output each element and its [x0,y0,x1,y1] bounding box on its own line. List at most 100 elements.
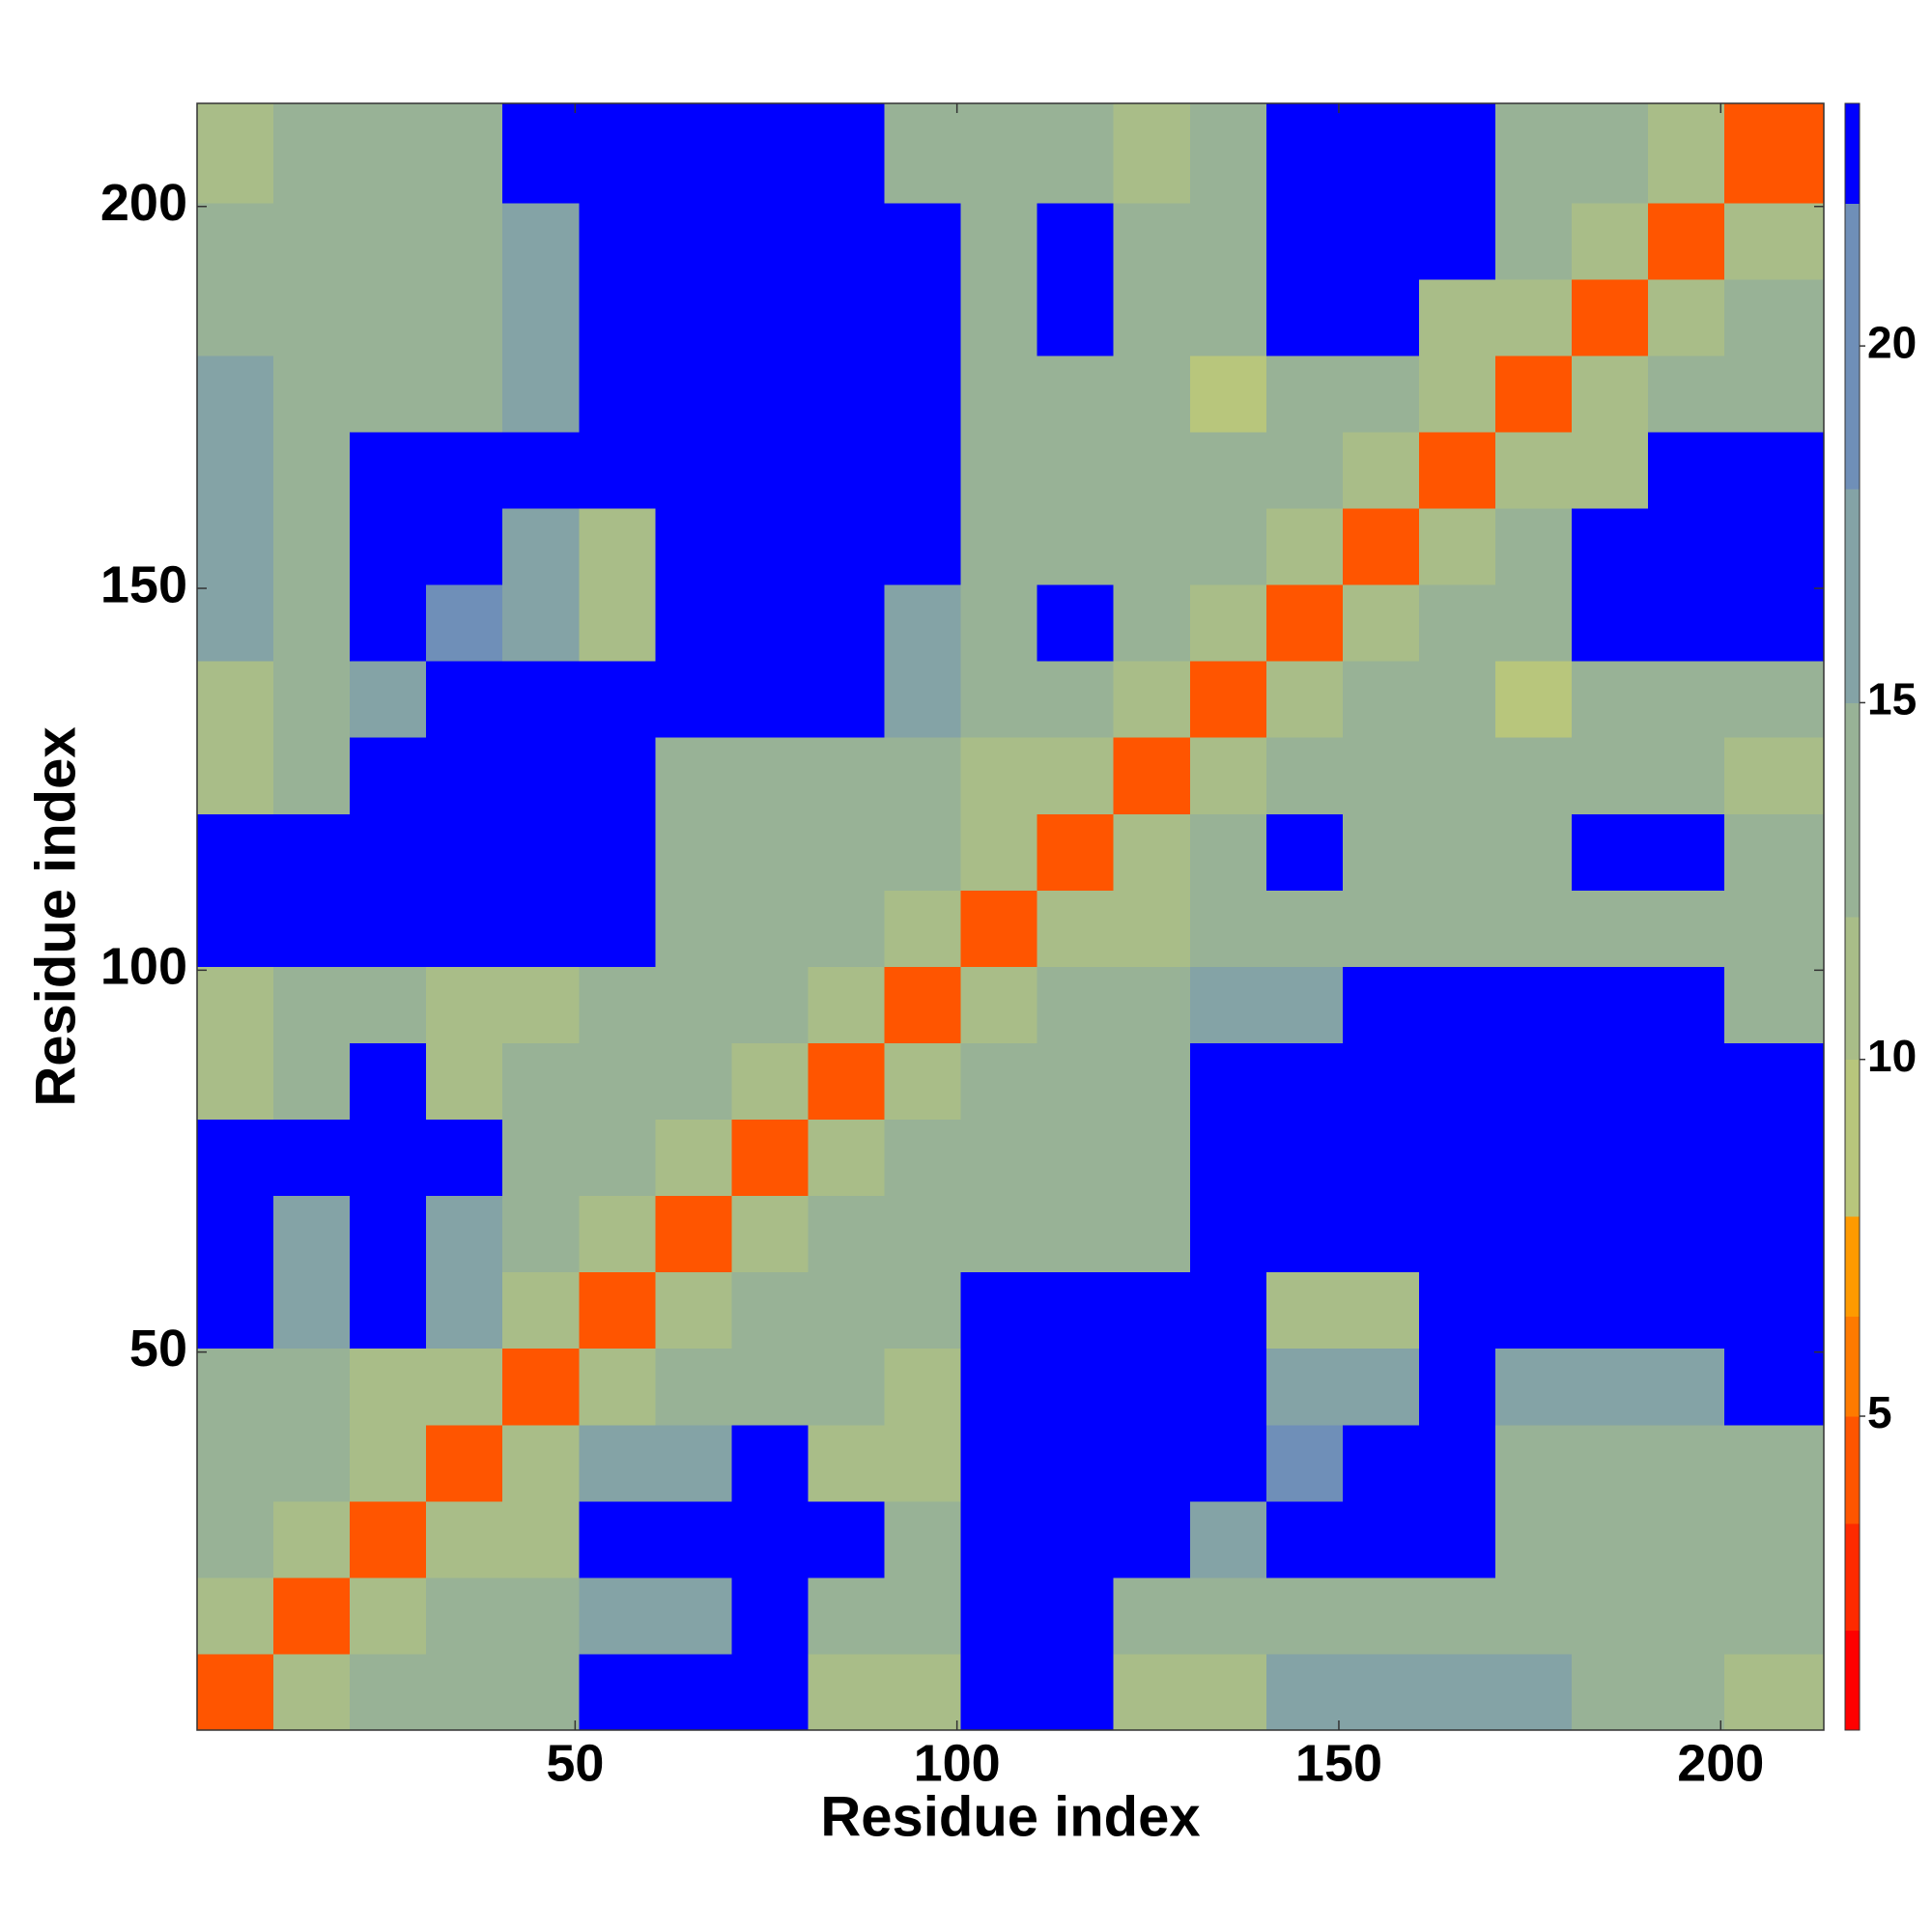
heatmap-cell [1418,1424,1496,1502]
heatmap-cell [426,1500,503,1578]
colorbar-level [1845,488,1860,703]
heatmap-cell [884,737,962,814]
heatmap-cell [197,813,274,891]
heatmap-cell [1113,355,1191,433]
heatmap-cell [1648,584,1725,662]
heatmap-cell [502,661,580,738]
heatmap-cell [1342,1653,1420,1731]
heatmap-cell [1724,278,1825,356]
heatmap-cell [1495,1500,1573,1578]
heatmap-cell [1648,1500,1725,1578]
heatmap-cell [655,1424,732,1502]
heatmap-cell [731,737,809,814]
heatmap-cell [273,1119,351,1197]
heatmap-cell [1037,431,1115,509]
heatmap-cell [197,278,274,356]
heatmap-cell [1648,431,1725,509]
heatmap-cell [1189,890,1267,967]
heatmap-cell [579,1195,656,1273]
heatmap-cell [273,661,351,738]
heatmap-cell [1572,813,1649,891]
heatmap-cell [655,584,732,662]
heatmap-cell [1265,1577,1344,1655]
heatmap-cell [1037,278,1115,356]
heatmap-cell [960,1348,1038,1426]
heatmap-cell [1724,508,1825,585]
heatmap-cell [426,661,503,738]
heatmap-cell [1037,1348,1115,1426]
heatmap-cell [197,1348,274,1426]
heatmap-cell [1724,890,1825,967]
heatmap-cell [731,355,809,433]
heatmap-cell [197,1195,274,1273]
colorbar-level [1845,1316,1860,1417]
heatmap-cell [1495,1653,1573,1731]
heatmap-cell [808,1195,886,1273]
heatmap-cell [1648,1653,1725,1731]
heatmap-cell [1648,813,1725,891]
heatmap-cell [884,278,962,356]
heatmap-cell [350,103,427,204]
heatmap-cell [579,966,656,1043]
heatmap-cell [1189,813,1267,891]
heatmap-cell [197,966,274,1043]
heatmap-cell [960,1042,1038,1121]
heatmap-cell [1189,661,1267,738]
heatmap-cell [655,1119,732,1197]
heatmap-cell [1495,737,1573,814]
heatmap-cell [1572,661,1649,738]
heatmap-cell [1648,1271,1725,1350]
heatmap-cell [731,103,809,204]
heatmap-cell [731,1119,809,1197]
heatmap-cell [960,1424,1038,1502]
heatmap-cell [655,966,732,1043]
heatmap-cell [1037,1500,1115,1578]
heatmap-cell [731,1653,809,1731]
heatmap-cell [1342,813,1420,891]
heatmap-cell [731,661,809,738]
heatmap-cell [1724,1500,1825,1578]
heatmap-cell [502,1119,580,1197]
heatmap-cell [1418,584,1496,662]
heatmap-cell [197,1271,274,1350]
heatmap-cell [1113,890,1191,967]
heatmap-cell [350,508,427,585]
heatmap-cell [273,966,351,1043]
heatmap-cell [1418,431,1496,509]
heatmap-cell [426,1195,503,1273]
heatmap-cell [808,202,886,280]
heatmap-cell [579,661,656,738]
heatmap-cell [579,431,656,509]
heatmap-cell [808,890,886,967]
heatmap-cell [884,508,962,585]
heatmap-cell [731,1195,809,1273]
heatmap-cell [1113,966,1191,1043]
heatmap-cell [960,1271,1038,1350]
heatmap-cell [350,813,427,891]
heatmap-cell [808,1348,886,1426]
heatmap-cell [1037,813,1115,891]
heatmap-cell [1037,103,1115,204]
heatmap-cell [808,1119,886,1197]
heatmap-cell [884,1348,962,1426]
heatmap-cell [579,202,656,280]
heatmap-cell [960,278,1038,356]
heatmap-cell [731,1271,809,1350]
heatmap-cell [1648,890,1725,967]
heatmap-cell [1037,661,1115,738]
heatmap-cell [960,103,1038,204]
heatmap-cell [1342,584,1420,662]
heatmap-cell [426,508,503,585]
heatmap-cell [1189,508,1267,585]
heatmap-cell [1572,431,1649,509]
heatmap-cell [655,1042,732,1121]
heatmap-cell [273,202,351,280]
heatmap-cell [350,1500,427,1578]
heatmap-cell [1418,1119,1496,1197]
y-tick-label: 150 [100,555,187,613]
heatmap-cell [350,355,427,433]
heatmap-cell [1265,737,1344,814]
heatmap-cell [579,1653,656,1731]
heatmap-cell [1037,1653,1115,1731]
